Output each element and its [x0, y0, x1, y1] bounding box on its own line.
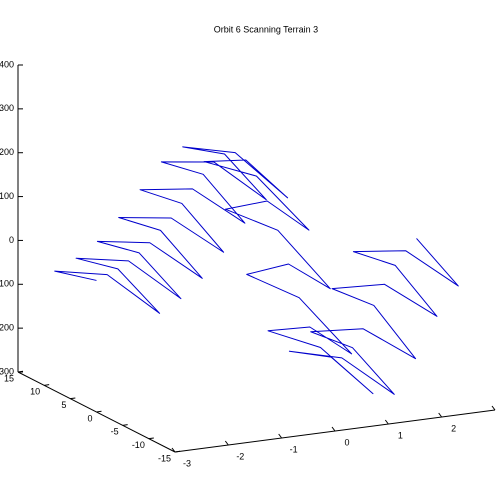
z-tick-label: 0	[9, 235, 14, 245]
y-tick	[148, 437, 154, 440]
z-tick-label: 400	[0, 59, 14, 69]
z-tick-label: -200	[0, 323, 14, 333]
y-tick-label: -10	[132, 440, 145, 450]
x-tick-label: 1	[398, 430, 403, 440]
z-tick-label: 200	[0, 147, 14, 157]
y-tick	[70, 397, 76, 400]
y-tick-label: 15	[4, 373, 14, 383]
x-tick	[438, 412, 443, 418]
y-tick-label: 0	[87, 413, 92, 423]
z-tick-label: -100	[0, 279, 14, 289]
x-tick	[224, 440, 229, 446]
orbit-line	[54, 146, 459, 395]
x-tick-label: -3	[183, 458, 191, 468]
z-tick-label: 100	[0, 191, 14, 201]
x-tick	[278, 433, 283, 439]
y-tick-label: -5	[111, 427, 119, 437]
x-tick	[331, 426, 336, 432]
y-tick	[17, 370, 24, 373]
y-tick	[122, 424, 128, 426]
y-tick	[174, 450, 181, 453]
x-tick-label: 0	[344, 437, 349, 447]
x-tick-label: 2	[451, 423, 456, 433]
z-tick-label: -300	[0, 366, 14, 376]
x-tick-label: -1	[290, 444, 298, 454]
x-tick	[171, 447, 176, 453]
x-tick	[384, 419, 389, 425]
y-tick	[96, 410, 102, 413]
y-tick-label: -15	[158, 453, 171, 463]
y-tick-label: 5	[61, 400, 66, 410]
y-tick	[44, 384, 50, 386]
x-tick-label: -2	[236, 451, 244, 461]
x-tick	[491, 405, 496, 411]
z-tick-label: 300	[0, 103, 14, 113]
chart-title: Orbit 6 Scanning Terrain 3	[214, 24, 318, 34]
y-tick-label: 10	[30, 387, 40, 397]
